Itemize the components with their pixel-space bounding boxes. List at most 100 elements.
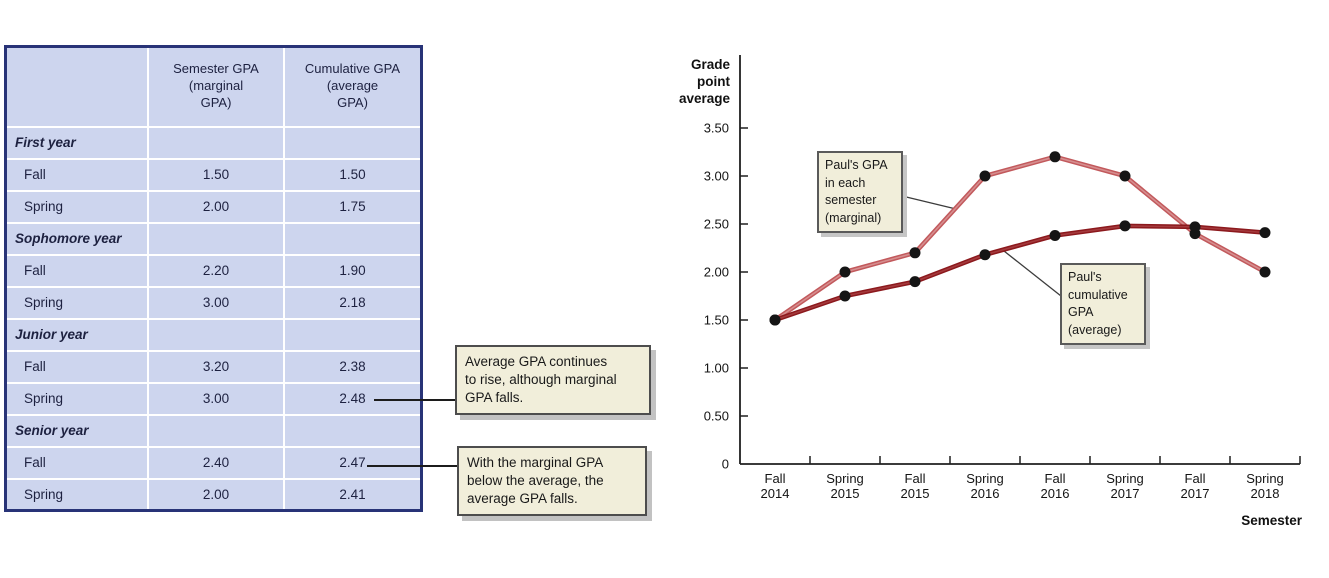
- table-row: Fall 2.20 1.90: [5, 254, 422, 287]
- x-category-label: Fall 2017: [1181, 471, 1210, 501]
- table-section-row: Sophomore year: [5, 222, 422, 255]
- chart-line-cumulative-highlight: [774, 225, 1266, 321]
- cell-marginal-gpa: [147, 126, 284, 159]
- chart-dot-cumulative: [769, 314, 781, 326]
- cell-cumulative-gpa: 2.38: [283, 350, 422, 383]
- chart-label-marginal: Paul's GPA in each semester (marginal): [817, 151, 903, 233]
- cell-marginal-gpa: 2.00: [147, 190, 284, 223]
- cell-cumulative-gpa: 2.41: [283, 478, 422, 511]
- table-row: Spring 3.00 2.18: [5, 286, 422, 319]
- y-tick-label: 1.00: [704, 361, 729, 376]
- row-label: Fall: [24, 263, 46, 278]
- chart-dot-cumulative: [909, 276, 921, 288]
- x-category-line2: 2018: [1251, 486, 1280, 501]
- cell-cumulative-gpa: 1.90: [283, 254, 422, 287]
- cell-cumulative-gpa: [283, 414, 422, 447]
- chart-dot-cumulative: [1049, 230, 1061, 242]
- x-category-line1: Fall: [905, 471, 926, 486]
- chart-line-marginal-highlight: [774, 156, 1266, 321]
- row-label: First year: [15, 135, 76, 150]
- table-row: Fall 3.20 2.38: [5, 350, 422, 383]
- x-category-line1: Spring: [1246, 471, 1284, 486]
- connector-line-senior-fall: [367, 465, 457, 467]
- x-category-line2: 2015: [901, 486, 930, 501]
- row-label: Spring: [24, 199, 64, 214]
- x-category-label: Fall 2016: [1041, 471, 1070, 501]
- x-category-line2: 2015: [831, 486, 860, 501]
- cell-cumulative-gpa: [283, 222, 422, 255]
- x-category-line2: 2017: [1181, 486, 1210, 501]
- table-header-cumulative-gpa: Cumulative GPA (average GPA): [283, 46, 422, 127]
- x-category-line2: 2014: [761, 486, 790, 501]
- x-category-line2: 2017: [1111, 486, 1140, 501]
- cell-marginal-gpa: 3.00: [147, 286, 284, 319]
- cell-cumulative-gpa: 1.75: [283, 190, 422, 223]
- x-category-line1: Fall: [1185, 471, 1206, 486]
- cell-marginal-gpa: [147, 222, 284, 255]
- gpa-table-head: Semester GPA (marginal GPA) Cumulative G…: [6, 46, 422, 127]
- cell-cumulative-gpa: 1.50: [283, 158, 422, 191]
- cell-marginal-gpa: 2.40: [147, 446, 284, 479]
- table-row: Spring 2.00 1.75: [5, 190, 422, 223]
- row-label: Fall: [24, 359, 46, 374]
- chart-dot-marginal: [839, 266, 851, 278]
- row-label: Spring: [24, 295, 64, 310]
- table-row: Fall 2.40 2.47: [5, 446, 422, 479]
- x-category-label: Spring 2017: [1106, 471, 1144, 501]
- table-header-row: Semester GPA (marginal GPA) Cumulative G…: [6, 46, 422, 127]
- x-category-line1: Spring: [826, 471, 864, 486]
- table-header-semester-gpa: Semester GPA (marginal GPA): [147, 46, 284, 127]
- table-row: Spring 3.00 2.48: [5, 382, 422, 415]
- row-label: Spring: [24, 391, 64, 406]
- gpa-table-body: First year Fall 1.50 1.50 Spring 2.00 1.75 Soph…: [5, 126, 422, 511]
- leader-line-marginal: [897, 194, 957, 210]
- y-tick-label: 3.00: [704, 169, 729, 184]
- cell-marginal-gpa: 2.20: [147, 254, 284, 287]
- x-category-line2: 2016: [1041, 486, 1070, 501]
- table-section-row: First year: [5, 126, 422, 159]
- cell-marginal-gpa: 3.20: [147, 350, 284, 383]
- cell-cumulative-gpa: 2.47: [283, 446, 422, 479]
- row-label: Fall: [24, 167, 46, 182]
- y-tick-label: 0.50: [704, 409, 729, 424]
- cell-cumulative-gpa: [283, 126, 422, 159]
- chart-dot-cumulative: [1189, 221, 1201, 233]
- x-category-label: Spring 2018: [1246, 471, 1284, 501]
- chart-dot-marginal: [1049, 151, 1061, 163]
- table-section-row: Senior year: [5, 414, 422, 447]
- x-category-line2: 2016: [971, 486, 1000, 501]
- x-category-label: Fall 2014: [761, 471, 790, 501]
- x-category-label: Fall 2015: [901, 471, 930, 501]
- chart-label-cumulative: Paul's cumulative GPA (average): [1060, 263, 1146, 345]
- leader-line-cumulative: [1003, 250, 1062, 297]
- table-row: Fall 1.50 1.50: [5, 158, 422, 191]
- chart-dot-marginal: [1119, 170, 1131, 182]
- y-tick-label: 2.00: [704, 265, 729, 280]
- chart-dot-cumulative: [979, 249, 991, 261]
- cell-marginal-gpa: 2.00: [147, 478, 284, 511]
- cell-marginal-gpa: [147, 414, 284, 447]
- callout-average-falls: With the marginal GPA below the average,…: [457, 446, 647, 517]
- chart-dot-marginal: [979, 170, 991, 182]
- row-label: Junior year: [15, 327, 88, 342]
- y-tick-label: 3.50: [704, 121, 729, 136]
- row-label: Fall: [24, 455, 46, 470]
- table-row: Spring 2.00 2.41: [5, 478, 422, 511]
- x-category-line1: Spring: [966, 471, 1004, 486]
- cell-marginal-gpa: 1.50: [147, 158, 284, 191]
- row-label: Sophomore year: [15, 231, 122, 246]
- x-category-line1: Fall: [765, 471, 786, 486]
- row-label: Spring: [24, 486, 64, 502]
- chart-dot-marginal: [909, 247, 921, 259]
- cell-cumulative-gpa: [283, 318, 422, 351]
- chart-dot-marginal: [1259, 266, 1271, 278]
- cell-marginal-gpa: 3.00: [147, 382, 284, 415]
- callout-average-rises: Average GPA continues to rise, although …: [455, 345, 651, 416]
- y-tick-label: 1.50: [704, 313, 729, 328]
- chart-dot-cumulative: [1259, 227, 1271, 239]
- table-section-row: Junior year: [5, 318, 422, 351]
- x-category-line1: Fall: [1045, 471, 1066, 486]
- x-category-label: Spring 2016: [966, 471, 1004, 501]
